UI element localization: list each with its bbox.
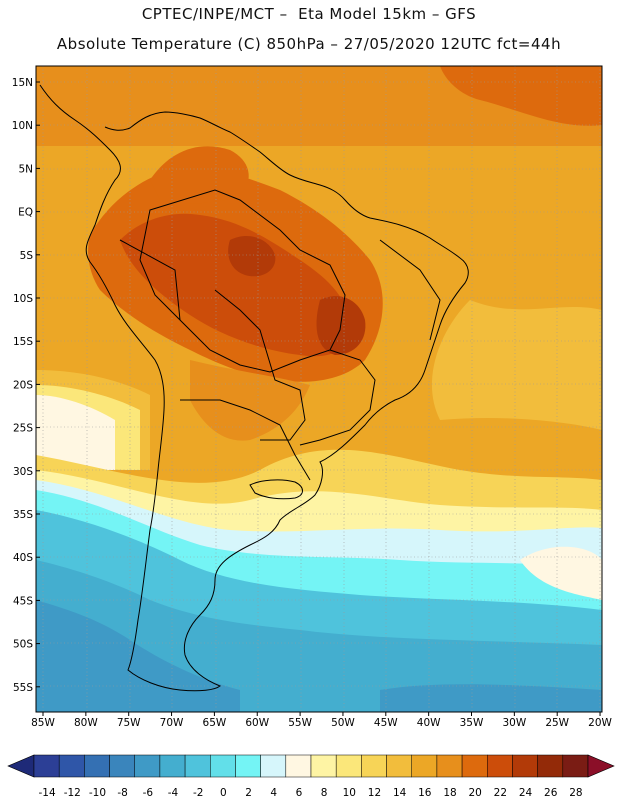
lon-tick-label: 60W <box>245 717 269 729</box>
colorbar-swatch <box>411 754 438 778</box>
map-title-line2: Absolute Temperature (C) 850hPa – 27/05/… <box>56 35 562 53</box>
colorbar-swatch <box>260 754 287 778</box>
colorbar-swatch <box>33 754 60 778</box>
lat-tick-label: 5S <box>20 250 34 262</box>
colorbar-label: 16 <box>418 787 432 799</box>
colorbar-swatch <box>235 754 261 778</box>
colorbar-swatch <box>109 754 135 778</box>
colorbar-label: 12 <box>368 787 381 799</box>
colorbar-swatch <box>184 754 211 778</box>
colorbar-label: 20 <box>468 787 481 799</box>
colorbar-swatch <box>335 754 362 778</box>
colorbar-swatch <box>537 754 564 778</box>
colorbar-label: 6 <box>296 787 303 799</box>
colorbar-swatch <box>436 754 463 778</box>
colorbar-label: 2 <box>245 787 252 799</box>
colorbar-arrow-left <box>7 754 35 778</box>
colorbar-swatch <box>159 754 186 778</box>
colorbar-label: 8 <box>321 787 328 799</box>
lon-tick-label: 85W <box>31 717 55 729</box>
colorbar-label: -8 <box>117 787 127 799</box>
lat-tick-label: 25S <box>13 423 33 435</box>
colorbar-label: 4 <box>270 787 277 799</box>
lon-tick-label: 50W <box>331 717 355 729</box>
lat-tick-label: 40S <box>13 552 33 564</box>
lat-tick-label: 55S <box>13 682 33 694</box>
colorbar-label: -2 <box>193 787 203 799</box>
colorbar-label: 10 <box>343 787 356 799</box>
colorbar-label: -6 <box>143 787 154 799</box>
colorbar-label: 18 <box>443 787 456 799</box>
colorbar-label: -4 <box>168 787 179 799</box>
lat-tick-label: 15N <box>12 77 33 89</box>
lat-tick-label: 20S <box>13 379 33 391</box>
lon-tick-label: 55W <box>288 717 312 729</box>
colorbar-swatch <box>512 754 538 778</box>
lat-tick-label: 10S <box>13 293 33 305</box>
lat-tick-label: 10N <box>12 120 33 132</box>
colorbar-label: 28 <box>569 787 582 799</box>
lat-tick-label: 35S <box>13 509 33 521</box>
colorbar-label: 22 <box>494 787 507 799</box>
lon-tick-label: 70W <box>160 717 184 729</box>
coastlines <box>39 84 469 692</box>
colorbar-swatch <box>487 754 513 778</box>
lon-tick-label: 30W <box>502 717 526 729</box>
lat-tick-label: 30S <box>13 466 33 478</box>
colorbar-label: 24 <box>519 787 533 799</box>
lat-tick-label: 45S <box>13 595 33 607</box>
latitude-axis: 15N 10N 5N EQ 5S 10S 15S 20S 25S 30S 35S 40S 45S 50S 5… <box>12 77 40 694</box>
lat-tick-label: EQ <box>18 207 33 219</box>
colorbar-swatch <box>285 754 312 778</box>
lat-tick-label: 15S <box>13 336 33 348</box>
lon-tick-label: 40W <box>417 717 441 729</box>
colorbar-label: 26 <box>544 787 558 799</box>
colorbar-swatch <box>361 754 387 778</box>
colorbar-swatch <box>84 754 110 778</box>
lon-tick-label: 75W <box>117 717 141 729</box>
map-frame <box>35 65 603 713</box>
colorbar-label: 0 <box>220 787 227 799</box>
colorbar-arrow-right <box>587 754 615 778</box>
colorbar-swatch <box>134 754 161 778</box>
lon-tick-label: 65W <box>203 717 227 729</box>
longitude-axis: 85W 80W 75W 70W 65W 60W 55W 50W 45W 40W 35W 30W 25W 2… <box>31 712 613 729</box>
colorbar-swatch <box>210 754 236 778</box>
colorbar-label: 14 <box>393 787 407 799</box>
lon-tick-label: 35W <box>460 717 484 729</box>
colorbar-swatch <box>562 754 589 778</box>
lon-tick-label: 80W <box>74 717 98 729</box>
colorbar-label: -14 <box>39 787 56 799</box>
colorbar-label: -12 <box>64 787 81 799</box>
lat-tick-label: 5N <box>18 163 33 175</box>
lon-tick-label: 20W <box>588 717 612 729</box>
temperature-field <box>36 66 602 712</box>
lon-tick-label: 25W <box>545 717 569 729</box>
colorbar-swatch <box>461 754 488 778</box>
colorbar-swatch <box>310 754 337 778</box>
colorbar: -14 -12 -10 -8 -6 -4 -2 0 2 4 6 8 10 12 14 16 18 20 22 24 26… <box>7 754 615 799</box>
map-title-line1: CPTEC/INPE/MCT – Eta Model 15km – GFS <box>141 5 477 23</box>
colorbar-swatch <box>58 754 85 778</box>
lat-tick-label: 50S <box>13 639 33 651</box>
lon-tick-label: 45W <box>374 717 398 729</box>
colorbar-swatch <box>386 754 412 778</box>
colorbar-label: -10 <box>89 787 106 799</box>
graticule <box>36 66 602 712</box>
